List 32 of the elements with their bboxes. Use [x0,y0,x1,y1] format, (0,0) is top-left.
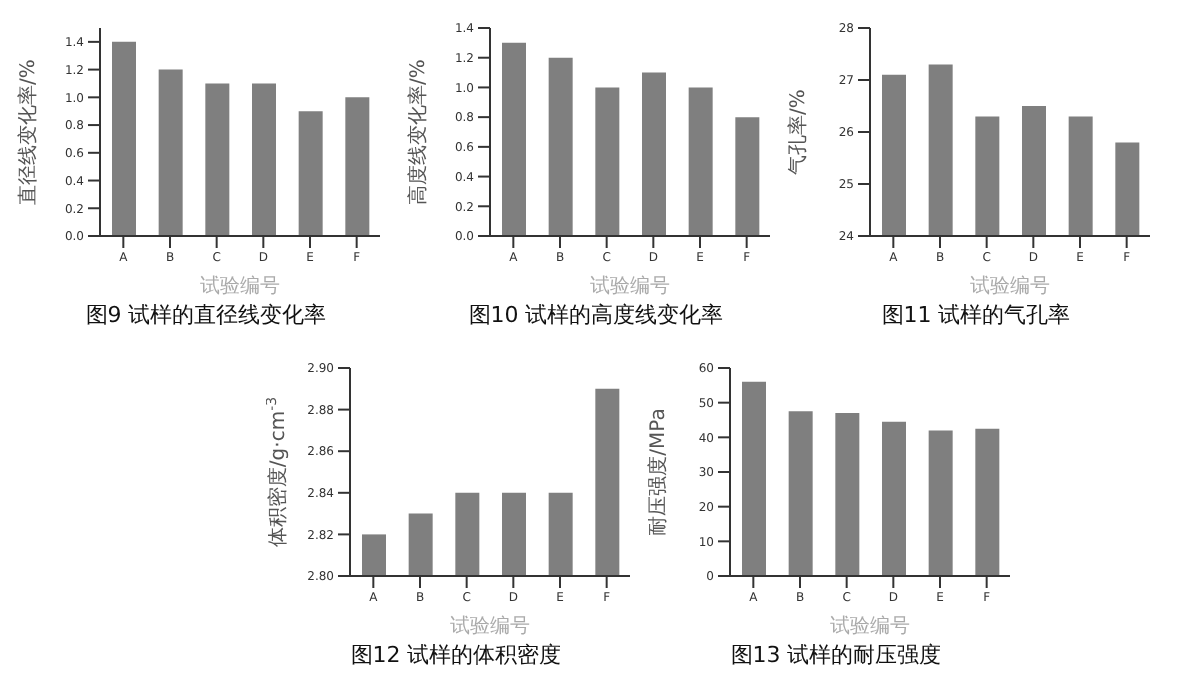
bar [882,421,906,576]
x-axis-title: 试验编号 [200,274,280,298]
bar [502,42,526,236]
bar [548,57,573,236]
bar [735,117,760,236]
bar [252,83,276,236]
bar [298,111,323,236]
bar [595,87,620,236]
text: 图12 试样的体积密度 [348,640,564,670]
x-axis-title: 试验编号 [450,614,530,638]
bar [928,430,953,576]
bar [688,87,713,236]
bar [345,97,370,236]
bar [975,428,1000,576]
text: 图10 试样的高度线变化率 [466,300,726,330]
bar [835,413,860,576]
text: 图13 试样的耐压强度 [728,640,944,670]
y-axis-title: 高度线变化率/% [406,59,430,205]
bar [112,41,136,236]
x-axis-title: 试验编号 [830,614,910,638]
bar [158,69,183,236]
y-axis-title: 直径线变化率/% [16,59,40,205]
y-axis-title: 气孔率/% [786,89,810,175]
bar [742,381,766,576]
text: 图9 试样的直径线变化率 [83,300,329,330]
x-axis-title: 试验编号 [590,274,670,298]
text: 图11 试样的气孔率 [879,300,1073,330]
bar [205,83,230,236]
x-axis-title: 试验编号 [970,274,1050,298]
bar [642,72,666,236]
y-axis-title: 耐压强度/MPa [646,408,670,536]
bar [788,411,813,576]
